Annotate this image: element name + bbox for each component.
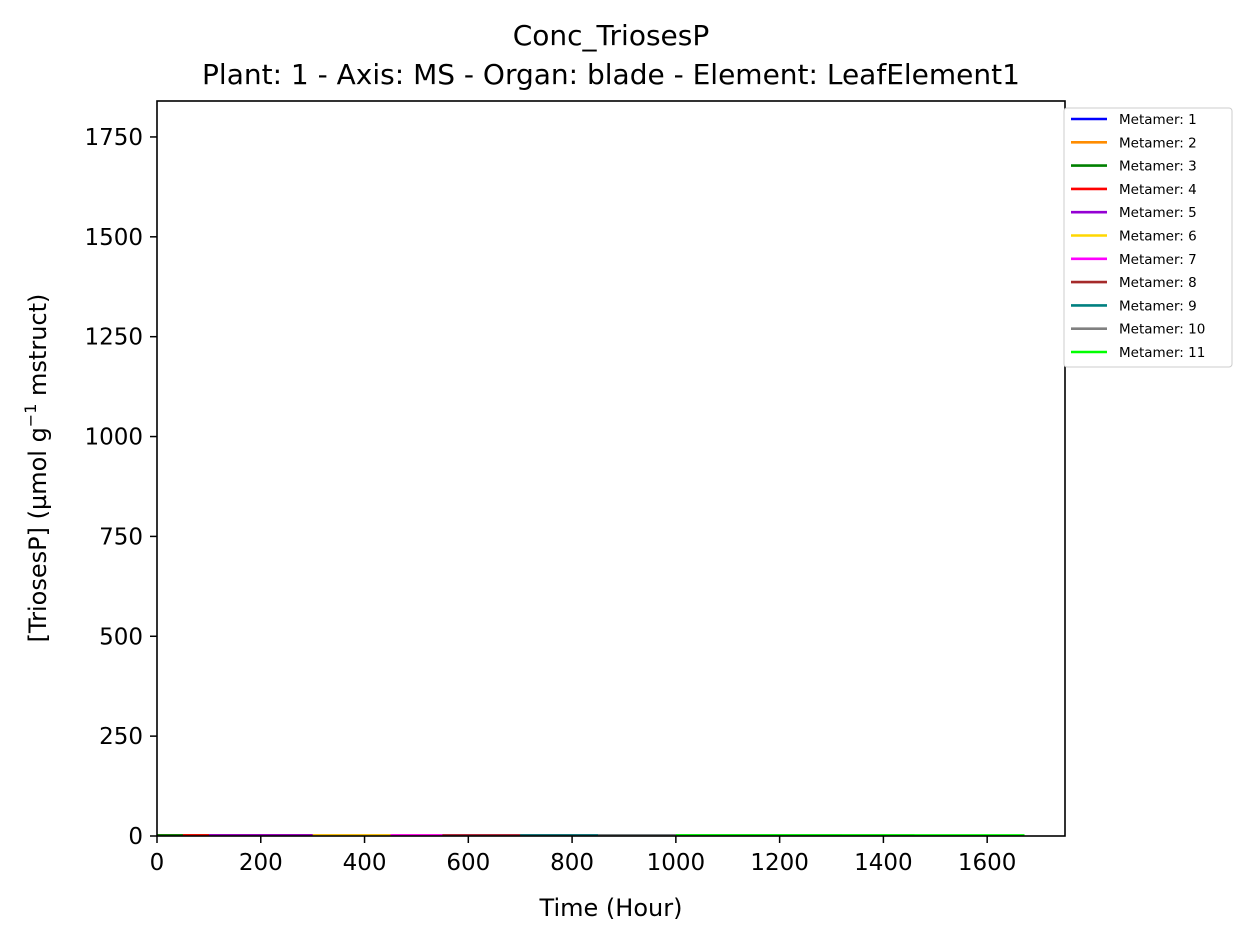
chart-subtitle: Plant: 1 - Axis: MS - Organ: blade - Ele… bbox=[202, 58, 1020, 91]
x-tick-label: 1000 bbox=[647, 850, 706, 876]
legend-label-metamer-11: Metamer: 11 bbox=[1119, 345, 1205, 361]
y-tick-label: 1500 bbox=[84, 225, 143, 251]
y-axis-label-tail: mstruct) bbox=[24, 294, 52, 404]
y-tick-label: 750 bbox=[99, 524, 143, 550]
chart-title: Conc_TriosesP bbox=[513, 19, 710, 52]
legend-label-metamer-2: Metamer: 2 bbox=[1119, 135, 1197, 151]
x-tick-label: 0 bbox=[150, 850, 165, 876]
x-axis-label: Time (Hour) bbox=[539, 894, 683, 922]
x-tick-label: 400 bbox=[343, 850, 387, 876]
y-axis: 0 250 500 750 1000 1250 1500 1750 bbox=[84, 125, 157, 850]
legend-label-metamer-1: Metamer: 1 bbox=[1119, 112, 1197, 128]
legend-label-metamer-4: Metamer: 4 bbox=[1119, 182, 1197, 198]
y-tick-label: 0 bbox=[128, 824, 143, 850]
legend-label-metamer-3: Metamer: 3 bbox=[1119, 159, 1197, 175]
legend-items: Metamer: 1 Metamer: 2 Metamer: 3 Metamer: 4… bbox=[1071, 112, 1205, 361]
x-tick-label: 1400 bbox=[854, 850, 913, 876]
legend-label-metamer-8: Metamer: 8 bbox=[1119, 275, 1197, 291]
y-tick-label: 1000 bbox=[84, 425, 143, 451]
x-tick-label: 600 bbox=[446, 850, 490, 876]
legend-label-metamer-10: Metamer: 10 bbox=[1119, 322, 1205, 338]
plot-frame bbox=[156, 100, 1066, 837]
legend: Metamer: 1 Metamer: 2 Metamer: 3 Metamer: 4… bbox=[1063, 107, 1233, 368]
x-tick-label: 800 bbox=[550, 850, 594, 876]
legend-frame bbox=[1063, 107, 1233, 368]
plot-area bbox=[156, 100, 1066, 837]
y-tick-label: 500 bbox=[99, 624, 143, 650]
legend-label-metamer-6: Metamer: 6 bbox=[1119, 229, 1197, 245]
y-axis-label-sup: −1 bbox=[21, 404, 40, 428]
y-axis-label-main: [TriosesP] (µmol g bbox=[24, 427, 52, 642]
y-tick-label: 1250 bbox=[84, 325, 143, 351]
x-axis: 0 200 400 600 800 1000 1200 1400 1600 bbox=[150, 836, 1017, 876]
x-tick-label: 1200 bbox=[750, 850, 809, 876]
y-tick-label: 250 bbox=[99, 724, 143, 750]
x-tick-label: 1600 bbox=[958, 850, 1017, 876]
y-axis-label: [TriosesP] (µmol g−1 mstruct) bbox=[21, 294, 52, 643]
x-tick-label: 200 bbox=[239, 850, 283, 876]
legend-label-metamer-9: Metamer: 9 bbox=[1119, 298, 1197, 314]
legend-label-metamer-5: Metamer: 5 bbox=[1119, 205, 1197, 221]
legend-label-metamer-7: Metamer: 7 bbox=[1119, 252, 1197, 268]
y-tick-label: 1750 bbox=[84, 125, 143, 151]
